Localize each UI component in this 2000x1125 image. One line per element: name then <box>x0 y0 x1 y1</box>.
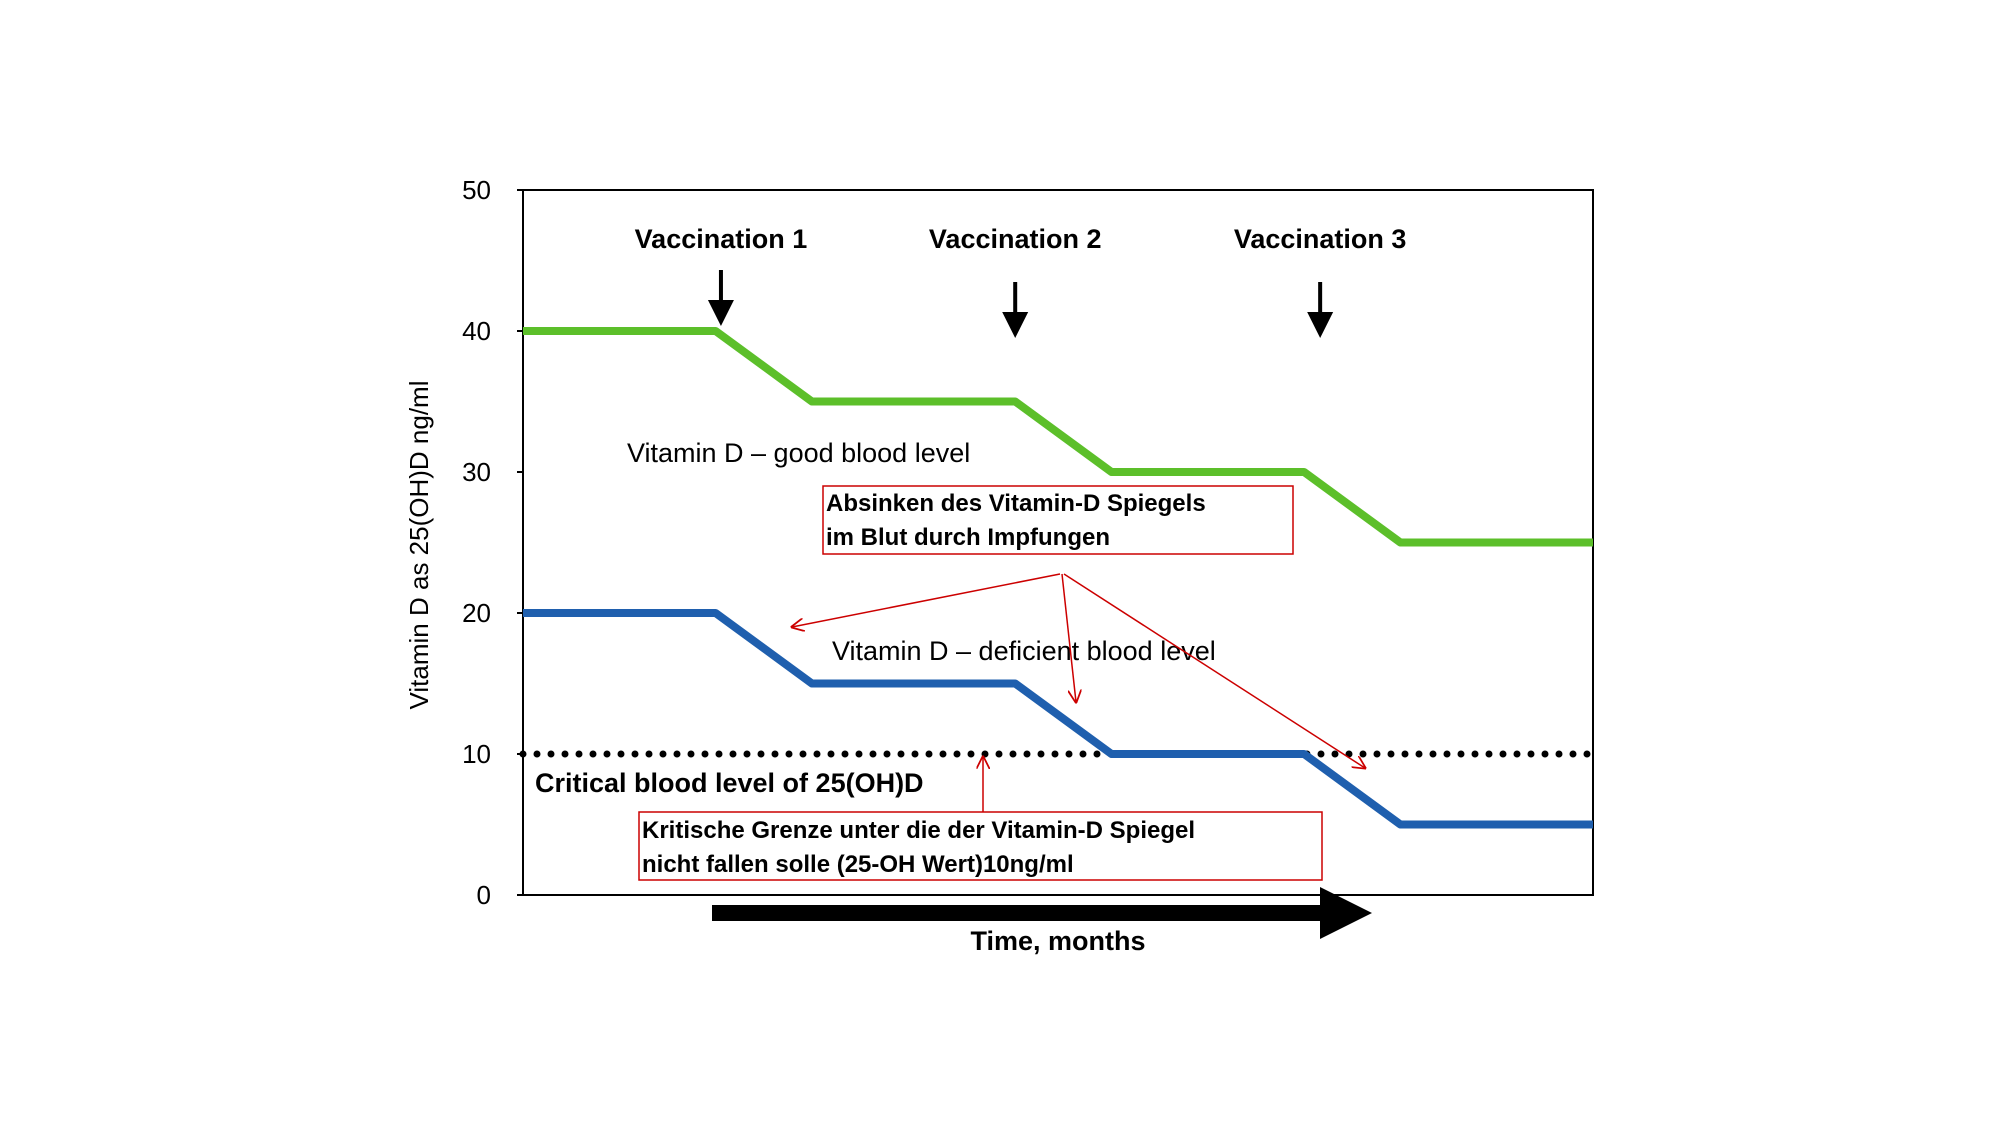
y-tick-label: 10 <box>462 739 491 769</box>
annotation-critical-line2: nicht fallen solle (25-OH Wert)10ng/ml <box>642 851 1074 878</box>
annotation-decline-line2: im Blut durch Impfungen <box>826 524 1110 551</box>
critical-level-label: Critical blood level of 25(OH)D <box>535 768 924 798</box>
time-arrow <box>712 887 1372 939</box>
vaccination-arrow-head <box>1307 312 1334 338</box>
annotation-arrow-middle <box>1061 573 1076 702</box>
y-axis-label: Vitamin D as 25(OH)D ng/ml <box>404 381 434 710</box>
y-tick-label: 0 <box>477 880 491 910</box>
series-line-deficient <box>523 609 1593 829</box>
vaccination-label: Vaccination 1 <box>635 224 808 254</box>
vaccination-label: Vaccination 2 <box>929 224 1102 254</box>
annotation-arrow-right <box>1063 573 1365 768</box>
annotation-box-decline <box>822 485 1294 555</box>
annotation-box-critical <box>638 811 1323 881</box>
vaccination-arrow-head <box>1002 312 1029 338</box>
vaccination-markers: Vaccination 1 Vaccination 2 Vaccination 3 <box>635 224 1407 338</box>
annotation-decline-line1: Absinken des Vitamin-D Spiegels <box>826 490 1206 517</box>
y-tick-label: 20 <box>462 598 491 628</box>
series-layer <box>523 327 1593 829</box>
y-tick-label: 50 <box>462 175 491 205</box>
series-label-deficient: Vitamin D – deficient blood level <box>832 636 1216 666</box>
vaccination-label: Vaccination 3 <box>1234 224 1407 254</box>
vaccination-arrow-head <box>707 300 734 326</box>
annotation-arrow-left <box>792 573 1061 627</box>
annotation-decline-arrows <box>792 573 1365 768</box>
y-tick-label: 40 <box>462 316 491 346</box>
annotation-critical-line1: Kritische Grenze unter die der Vitamin-D… <box>642 817 1195 844</box>
series-label-good: Vitamin D – good blood level <box>627 438 970 468</box>
x-axis-label: Time, months <box>970 926 1145 956</box>
series-line-good <box>523 327 1593 547</box>
y-tick-label: 30 <box>462 457 491 487</box>
y-axis-ticks: 0 10 20 30 40 50 <box>462 175 523 910</box>
